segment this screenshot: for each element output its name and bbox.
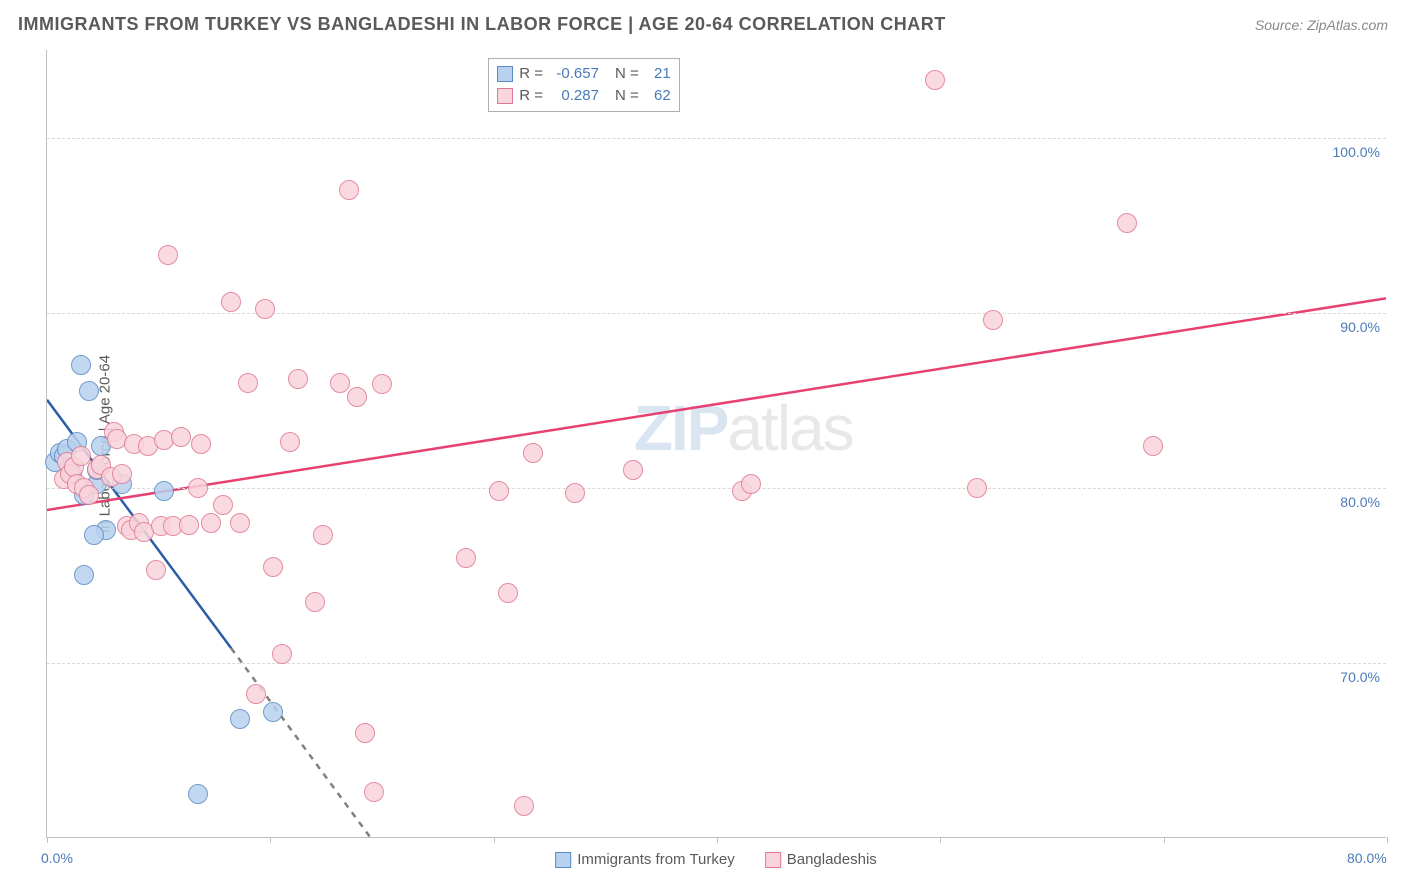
x-tick bbox=[940, 837, 941, 843]
scatter-point bbox=[372, 374, 392, 394]
scatter-point bbox=[272, 644, 292, 664]
n-value: 62 bbox=[645, 85, 671, 107]
scatter-point bbox=[623, 460, 643, 480]
x-tick bbox=[270, 837, 271, 843]
scatter-point bbox=[213, 495, 233, 515]
grid-line bbox=[47, 313, 1386, 314]
legend-label: Immigrants from Turkey bbox=[577, 851, 735, 868]
scatter-point bbox=[71, 355, 91, 375]
scatter-point bbox=[171, 427, 191, 447]
stat-swatch bbox=[497, 66, 513, 82]
scatter-point bbox=[263, 702, 283, 722]
trend-line bbox=[231, 648, 370, 837]
scatter-point bbox=[489, 481, 509, 501]
y-tick-label: 80.0% bbox=[1340, 494, 1380, 510]
x-tick bbox=[1164, 837, 1165, 843]
legend-item: Immigrants from Turkey bbox=[555, 851, 735, 868]
scatter-point bbox=[514, 796, 534, 816]
legend-bottom: Immigrants from Turkey Bangladeshis bbox=[555, 851, 877, 868]
scatter-point bbox=[188, 784, 208, 804]
scatter-point bbox=[498, 583, 518, 603]
scatter-point bbox=[967, 478, 987, 498]
watermark: ZIPatlas bbox=[634, 391, 853, 465]
r-label: R = bbox=[519, 85, 543, 107]
scatter-point bbox=[280, 432, 300, 452]
plot-container: In Labor Force | Age 20-64 ZIPatlas 70.0… bbox=[46, 50, 1386, 838]
scatter-point bbox=[255, 299, 275, 319]
scatter-point bbox=[330, 373, 350, 393]
scatter-point bbox=[230, 709, 250, 729]
scatter-point bbox=[565, 483, 585, 503]
scatter-point bbox=[246, 684, 266, 704]
x-tick bbox=[1387, 837, 1388, 843]
scatter-point bbox=[1117, 213, 1137, 233]
scatter-point bbox=[79, 381, 99, 401]
scatter-point bbox=[523, 443, 543, 463]
n-label: N = bbox=[615, 63, 639, 85]
scatter-point bbox=[230, 513, 250, 533]
scatter-point bbox=[364, 782, 384, 802]
scatter-point bbox=[925, 70, 945, 90]
scatter-point bbox=[347, 387, 367, 407]
scatter-point bbox=[154, 481, 174, 501]
x-tick-label: 0.0% bbox=[41, 850, 73, 866]
legend-swatch bbox=[555, 852, 571, 868]
trend-line bbox=[47, 298, 1386, 510]
y-tick-label: 100.0% bbox=[1333, 144, 1380, 160]
scatter-point bbox=[179, 515, 199, 535]
n-label: N = bbox=[615, 85, 639, 107]
legend-swatch bbox=[765, 852, 781, 868]
scatter-point bbox=[313, 525, 333, 545]
r-label: R = bbox=[519, 63, 543, 85]
correlation-stat-box: R = -0.657 N = 21 R = 0.287 N = 62 bbox=[488, 58, 680, 112]
y-tick-label: 90.0% bbox=[1340, 319, 1380, 335]
x-tick-label: 80.0% bbox=[1347, 850, 1387, 866]
x-tick bbox=[717, 837, 718, 843]
grid-line bbox=[47, 488, 1386, 489]
scatter-point bbox=[741, 474, 761, 494]
r-value: -0.657 bbox=[549, 63, 599, 85]
legend-item: Bangladeshis bbox=[765, 851, 877, 868]
legend-label: Bangladeshis bbox=[787, 851, 877, 868]
scatter-point bbox=[456, 548, 476, 568]
n-value: 21 bbox=[645, 63, 671, 85]
grid-line bbox=[47, 663, 1386, 664]
scatter-point bbox=[238, 373, 258, 393]
scatter-point bbox=[221, 292, 241, 312]
stat-swatch bbox=[497, 88, 513, 104]
scatter-point bbox=[339, 180, 359, 200]
scatter-point bbox=[74, 565, 94, 585]
scatter-point bbox=[201, 513, 221, 533]
chart-title: IMMIGRANTS FROM TURKEY VS BANGLADESHI IN… bbox=[18, 14, 946, 35]
scatter-point bbox=[191, 434, 211, 454]
scatter-point bbox=[355, 723, 375, 743]
scatter-point bbox=[288, 369, 308, 389]
plot-area: ZIPatlas 70.0%80.0%90.0%100.0%0.0%80.0% bbox=[46, 50, 1386, 838]
scatter-point bbox=[305, 592, 325, 612]
x-tick bbox=[494, 837, 495, 843]
scatter-point bbox=[146, 560, 166, 580]
chart-header: IMMIGRANTS FROM TURKEY VS BANGLADESHI IN… bbox=[18, 14, 1388, 35]
stat-row: R = 0.287 N = 62 bbox=[497, 85, 671, 107]
scatter-point bbox=[263, 557, 283, 577]
scatter-point bbox=[1143, 436, 1163, 456]
scatter-point bbox=[188, 478, 208, 498]
scatter-point bbox=[983, 310, 1003, 330]
chart-source: Source: ZipAtlas.com bbox=[1255, 17, 1388, 33]
stat-row: R = -0.657 N = 21 bbox=[497, 63, 671, 85]
scatter-point bbox=[112, 464, 132, 484]
y-tick-label: 70.0% bbox=[1340, 669, 1380, 685]
scatter-point bbox=[79, 485, 99, 505]
x-tick bbox=[47, 837, 48, 843]
r-value: 0.287 bbox=[549, 85, 599, 107]
scatter-point bbox=[158, 245, 178, 265]
grid-line bbox=[47, 138, 1386, 139]
scatter-point bbox=[84, 525, 104, 545]
